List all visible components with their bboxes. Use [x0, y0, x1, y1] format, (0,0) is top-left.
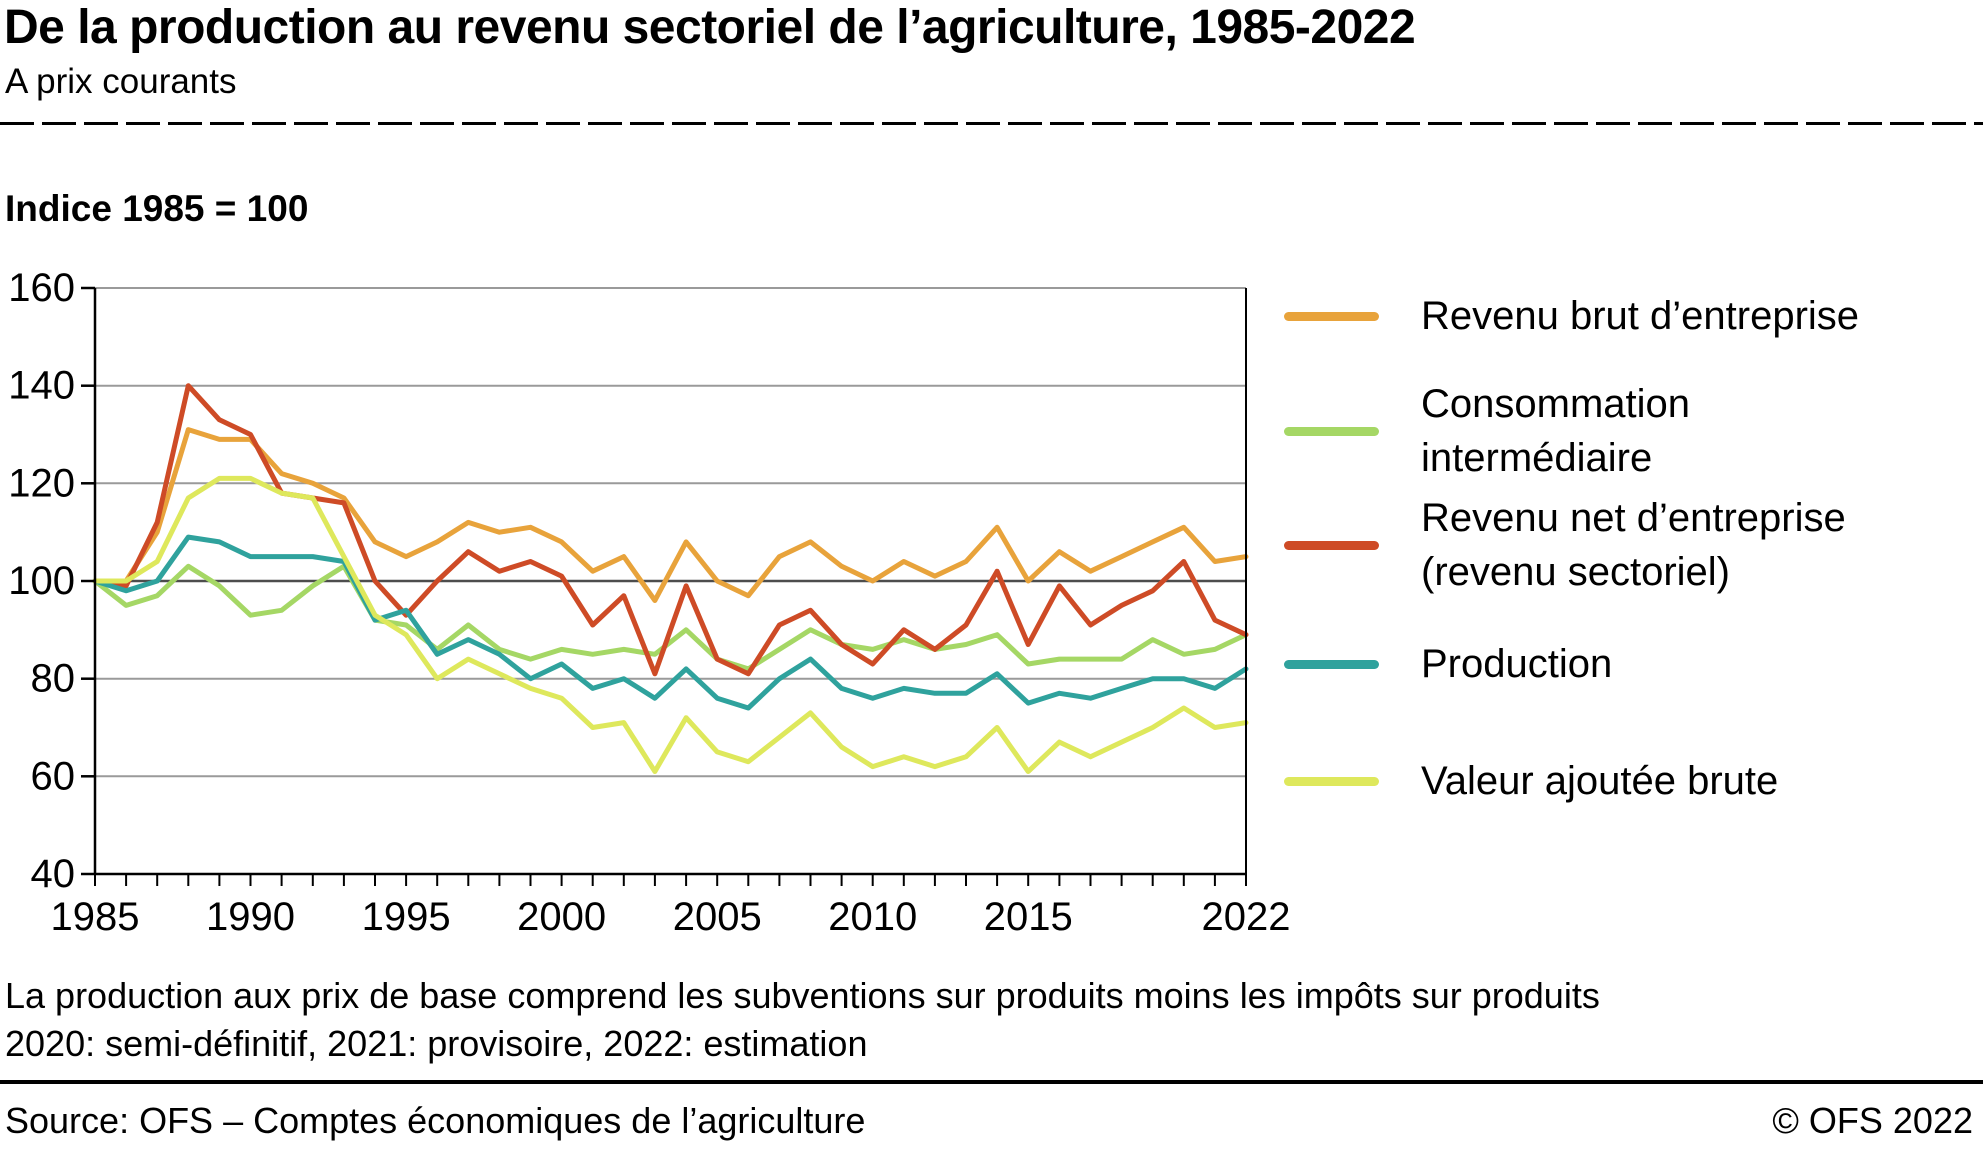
- footer-divider: [0, 1080, 1983, 1084]
- source-text: Source: OFS – Comptes économiques de l’a…: [5, 1100, 866, 1141]
- svg-text:1990: 1990: [206, 895, 295, 939]
- line-revenu-brut-d-entreprise: [92, 427, 1249, 603]
- svg-text:2022: 2022: [1202, 895, 1291, 939]
- svg-text:1985: 1985: [51, 895, 140, 939]
- line-valeur-ajout-e-brute: [92, 475, 1249, 774]
- legend-swatch: [1284, 311, 1379, 321]
- legend-item: Production: [1284, 637, 1612, 691]
- svg-text:2005: 2005: [673, 895, 762, 939]
- legend-label: Production: [1421, 642, 1613, 686]
- svg-text:120: 120: [8, 461, 75, 505]
- legend-label: Revenu net d’entreprise (revenu sectoriel…: [1421, 496, 1846, 594]
- legend-item: Revenu net d’entreprise (revenu sectoriel…: [1284, 491, 1846, 599]
- axis-unit-label: Indice 1985 = 100: [5, 188, 309, 229]
- svg-text:2010: 2010: [828, 895, 917, 939]
- footnotes: La production aux prix de base comprend …: [5, 972, 1600, 1067]
- line-chart: 40 60 80 100 120 140 160 1985 1990 1995 2000 2005 20…: [8, 266, 1291, 939]
- svg-text:1995: 1995: [362, 895, 451, 939]
- svg-text:160: 160: [8, 266, 75, 310]
- legend-swatch: [1284, 426, 1379, 436]
- legend-item: Valeur ajoutée brute: [1284, 754, 1778, 808]
- legend-item: Consommation intermédiaire: [1284, 377, 1690, 485]
- footnote-line-1: La production aux prix de base comprend …: [5, 975, 1600, 1016]
- copyright-text: © OFS 2022: [1772, 1100, 1973, 1141]
- svg-text:2015: 2015: [984, 895, 1073, 939]
- footer: Source: OFS – Comptes économiques de l’a…: [5, 1100, 1973, 1142]
- legend-label: Valeur ajoutée brute: [1421, 759, 1779, 803]
- svg-text:140: 140: [8, 364, 75, 408]
- line-production: [92, 534, 1249, 711]
- legend-label: Revenu brut d’entreprise: [1421, 294, 1860, 338]
- axis-ticks: [81, 286, 1247, 886]
- line-consommation-interm-diaire: [92, 563, 1249, 672]
- svg-text:60: 60: [31, 754, 76, 798]
- chart-legend: Revenu brut d’entreprise Consommation inte…: [1284, 0, 1983, 900]
- svg-text:100: 100: [8, 559, 75, 603]
- page-subtitle: A prix courants: [5, 62, 237, 101]
- svg-text:40: 40: [31, 852, 76, 896]
- legend-swatch: [1284, 659, 1379, 669]
- x-tick-labels: 1985 1990 1995 2000 2005 2010 2015 2022: [51, 895, 1291, 939]
- legend-label: Consommation intermédiaire: [1421, 382, 1691, 480]
- footnote-line-2: 2020: semi-définitif, 2021: provisoire, …: [5, 1022, 868, 1064]
- svg-text:2000: 2000: [517, 895, 606, 939]
- y-tick-labels: 40 60 80 100 120 140 160: [8, 266, 75, 896]
- series-lines: [92, 383, 1249, 774]
- page-title: De la production au revenu sectoriel de …: [4, 1, 1416, 54]
- svg-text:80: 80: [31, 657, 76, 701]
- header-divider: [0, 122, 1983, 125]
- legend-swatch: [1284, 776, 1379, 786]
- legend-swatch: [1284, 540, 1379, 550]
- legend-item: Revenu brut d’entreprise: [1284, 289, 1859, 343]
- y-gridlines: [95, 287, 1246, 778]
- line-revenu-net-d-entreprise-revenu-sectoriel-: [92, 383, 1249, 677]
